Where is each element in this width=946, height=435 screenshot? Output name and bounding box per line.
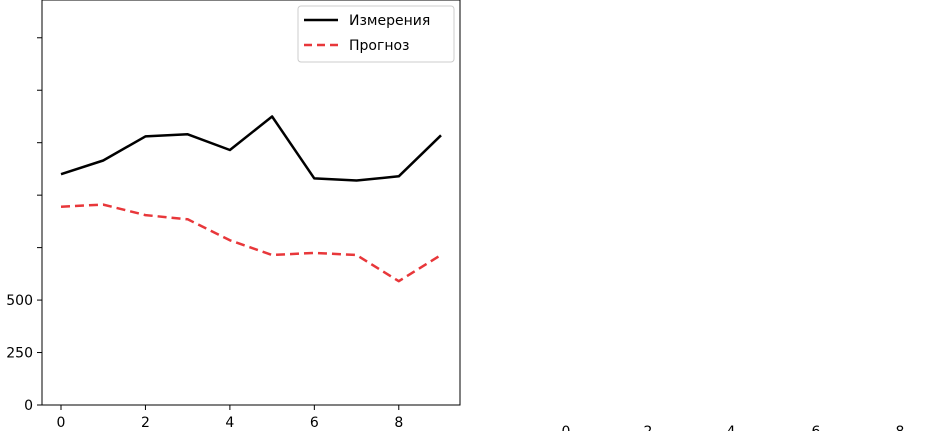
y-tick-label: 250 <box>6 346 33 362</box>
x-tick-label: 6 <box>310 415 319 431</box>
x-tick-label: 4 <box>225 415 234 431</box>
legend-label-forecast: Прогноз <box>349 38 410 54</box>
legend-label-measurements: Измерения <box>349 13 430 29</box>
y-tick-label: 0 <box>24 398 33 414</box>
legend: Измерения Прогноз <box>298 6 454 62</box>
adjacent-x-tick-label: 2 <box>644 424 653 431</box>
adjacent-x-tick-label: 6 <box>812 424 821 431</box>
x-tick-label: 2 <box>141 415 150 431</box>
adjacent-panel-x-axis: 0 2 4 6 8 <box>562 424 905 431</box>
x-axis: 0 2 4 6 8 <box>57 405 404 431</box>
adjacent-x-tick-label: 4 <box>727 424 736 431</box>
y-axis: 0 250 500 <box>6 38 42 414</box>
x-tick-label: 8 <box>394 415 403 431</box>
x-tick-label: 0 <box>57 415 66 431</box>
y-tick-label: 500 <box>6 293 33 309</box>
adjacent-x-tick-label: 0 <box>562 424 571 431</box>
adjacent-x-tick-label: 8 <box>896 424 905 431</box>
